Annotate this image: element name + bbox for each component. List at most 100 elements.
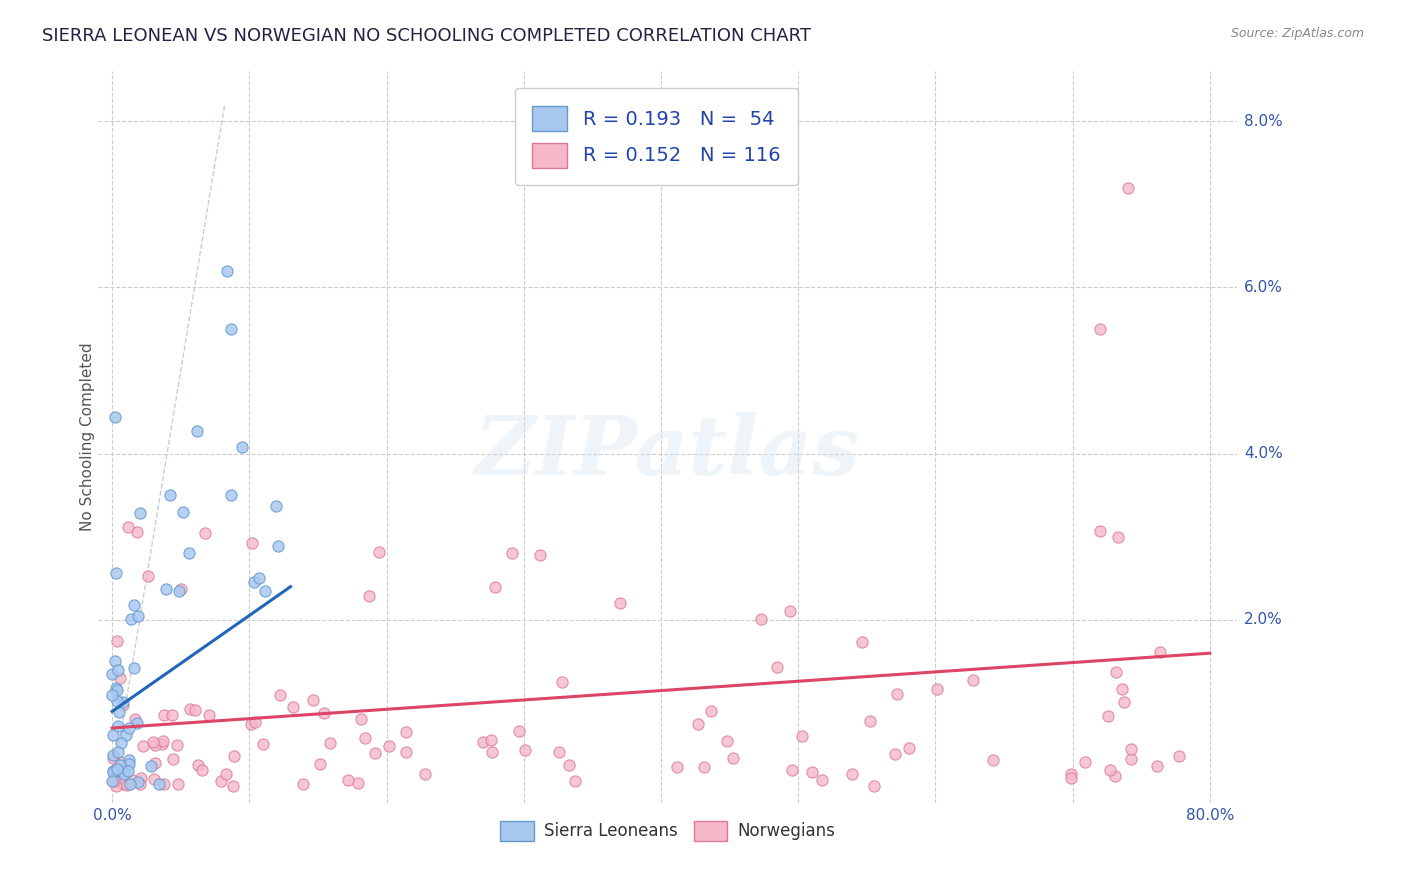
- Point: [395, 725, 418, 739]
- Point: [801, 765, 824, 780]
- Point: [557, 758, 579, 772]
- Point: [413, 767, 436, 781]
- Point: [359, 589, 381, 603]
- Point: [107, 719, 129, 733]
- Point: [117, 778, 139, 792]
- Point: [1060, 771, 1083, 785]
- Point: [104, 681, 127, 695]
- Point: [1149, 644, 1171, 658]
- Point: [765, 660, 787, 674]
- Point: [1104, 769, 1126, 783]
- Point: [112, 767, 135, 781]
- Point: [925, 682, 948, 697]
- Point: [862, 779, 884, 793]
- Point: [501, 546, 523, 560]
- Point: [723, 751, 745, 765]
- Point: [124, 599, 146, 613]
- Text: Source: ZipAtlas.com: Source: ZipAtlas.com: [1230, 27, 1364, 40]
- Point: [716, 733, 738, 747]
- Point: [167, 583, 190, 598]
- Point: [101, 774, 124, 789]
- Point: [529, 548, 551, 562]
- Point: [264, 499, 287, 513]
- Point: [166, 738, 188, 752]
- Point: [105, 762, 128, 776]
- Point: [1119, 752, 1142, 766]
- Point: [142, 772, 165, 786]
- Point: [245, 714, 267, 729]
- Point: [153, 708, 176, 723]
- Point: [700, 704, 723, 718]
- Point: [187, 757, 209, 772]
- Point: [108, 757, 131, 772]
- Point: [110, 736, 132, 750]
- Text: 2.0%: 2.0%: [1244, 613, 1282, 627]
- Point: [231, 440, 253, 454]
- Point: [136, 569, 159, 583]
- Point: [886, 688, 908, 702]
- Point: [117, 753, 139, 767]
- Point: [240, 536, 263, 550]
- Point: [551, 675, 574, 690]
- Point: [1060, 767, 1083, 781]
- Point: [981, 753, 1004, 767]
- Point: [962, 673, 984, 688]
- Point: [548, 745, 571, 759]
- Point: [508, 723, 530, 738]
- Point: [252, 737, 274, 751]
- Point: [222, 779, 245, 793]
- Point: [688, 717, 710, 731]
- Point: [101, 688, 124, 702]
- Point: [127, 525, 149, 540]
- Y-axis label: No Schooling Completed: No Schooling Completed: [80, 343, 94, 532]
- Point: [111, 777, 134, 791]
- Point: [120, 612, 142, 626]
- Point: [692, 759, 714, 773]
- Point: [283, 700, 305, 714]
- Text: SIERRA LEONEAN VS NORWEGIAN NO SCHOOLING COMPLETED CORRELATION CHART: SIERRA LEONEAN VS NORWEGIAN NO SCHOOLING…: [42, 27, 811, 45]
- Point: [122, 661, 145, 675]
- Point: [112, 695, 135, 709]
- Point: [128, 506, 150, 520]
- Point: [179, 702, 201, 716]
- Point: [101, 765, 124, 780]
- Point: [143, 756, 166, 770]
- Point: [266, 539, 288, 553]
- Point: [209, 773, 232, 788]
- Point: [141, 759, 163, 773]
- Point: [253, 584, 276, 599]
- Point: [1088, 322, 1111, 336]
- Point: [749, 612, 772, 626]
- Point: [128, 777, 150, 791]
- Point: [1121, 741, 1143, 756]
- Point: [217, 264, 239, 278]
- Point: [1104, 665, 1126, 679]
- Point: [115, 728, 138, 742]
- Text: ZIPatlas: ZIPatlas: [475, 412, 860, 491]
- Point: [318, 736, 340, 750]
- Point: [118, 721, 141, 735]
- Point: [354, 731, 377, 745]
- Point: [198, 708, 221, 723]
- Point: [301, 693, 323, 707]
- Point: [347, 776, 370, 790]
- Point: [564, 774, 586, 789]
- Point: [105, 779, 128, 793]
- Point: [219, 322, 242, 336]
- Point: [142, 735, 165, 749]
- Point: [152, 734, 174, 748]
- Point: [127, 715, 149, 730]
- Point: [790, 729, 813, 743]
- Point: [350, 712, 373, 726]
- Point: [167, 777, 190, 791]
- Point: [105, 633, 128, 648]
- Point: [312, 706, 335, 720]
- Legend: Sierra Leoneans, Norwegians: Sierra Leoneans, Norwegians: [492, 813, 844, 849]
- Point: [1107, 530, 1129, 544]
- Point: [104, 410, 127, 425]
- Point: [394, 745, 416, 759]
- Point: [121, 772, 143, 787]
- Point: [108, 671, 131, 685]
- Point: [127, 609, 149, 624]
- Point: [1097, 708, 1119, 723]
